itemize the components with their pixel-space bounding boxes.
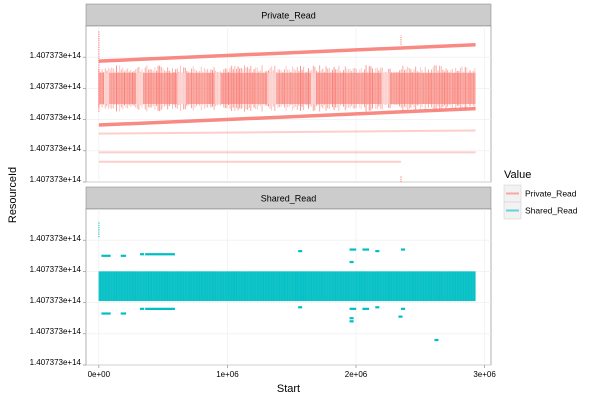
facet-title: Private_Read: [261, 11, 316, 21]
facet-shared-read: Shared_Read 1.407373e+14 1.407373e+14 1.…: [30, 186, 492, 367]
band-gap: [311, 72, 316, 104]
band-gap: [104, 72, 109, 104]
x-tick-label: 1e+06: [216, 370, 239, 379]
y-tick-label: 1.407373e+14: [30, 175, 82, 184]
y-tick-label: 1.407373e+14: [30, 113, 82, 122]
y-tick-label: 1.407373e+14: [30, 144, 82, 153]
y-tick-label: 1.407373e+14: [30, 51, 82, 60]
x-axis: 0e+00 1e+06 2e+06 3e+06: [88, 365, 496, 379]
y-tick-label: 1.407373e+14: [30, 82, 82, 91]
y-tick-label: 1.407373e+14: [30, 265, 82, 274]
y-tick-label: 1.407373e+14: [30, 296, 82, 305]
legend-label-shared-read: Shared_Read: [525, 206, 578, 216]
series-line: [98, 129, 476, 135]
y-tick-label: 1.407373e+14: [30, 234, 82, 243]
x-tick-label: 0e+00: [88, 370, 111, 379]
band-gap: [267, 72, 277, 104]
band-gap: [214, 72, 221, 104]
legend-title: Value: [504, 169, 531, 181]
y-tick-label: 1.407373e+14: [30, 327, 82, 336]
legend-label-private-read: Private_Read: [525, 189, 577, 199]
legend: Value Private_Read Shared_Read: [503, 169, 578, 220]
series-line: [98, 106, 476, 127]
series-line: [98, 42, 476, 63]
x-axis-label: Start: [277, 383, 300, 395]
data-marks: [98, 30, 476, 182]
band-gap: [136, 72, 144, 104]
band-gap: [177, 72, 187, 104]
x-tick-label: 2e+06: [345, 370, 368, 379]
band-gap: [381, 72, 390, 104]
facet-title: Shared_Read: [261, 194, 317, 204]
data-marks: [98, 221, 476, 342]
facet-private-read: Private_Read 1.407373e+14 1.407373e+14 1…: [30, 3, 492, 184]
y-axis-label: ResourceId: [7, 167, 19, 223]
x-tick-label: 3e+06: [473, 370, 496, 379]
y-tick-label: 1.407373e+14: [30, 358, 82, 367]
